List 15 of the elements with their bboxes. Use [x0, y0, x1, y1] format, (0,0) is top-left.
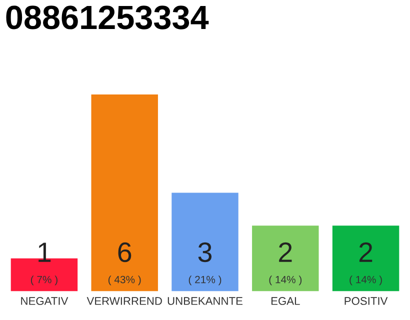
- data-label: 2 ( 14% ): [350, 242, 382, 286]
- data-label: 2 ( 14% ): [269, 242, 302, 286]
- x-tick-label: UNBEKANNTE: [168, 297, 242, 305]
- bar: [91, 94, 158, 292]
- bar: [172, 192, 238, 292]
- chart-title: 08861253334: [6, 6, 209, 30]
- x-tick-label: NEGATIV: [21, 297, 68, 305]
- x-tick-label: VERWIRREND: [86, 297, 162, 305]
- x-tick-label: EGAL: [271, 297, 300, 305]
- data-label: 6 ( 43% ): [108, 242, 141, 286]
- x-tick-label: POSITIV: [344, 297, 388, 305]
- data-label: 1 ( 7% ): [30, 242, 58, 286]
- bar: [332, 226, 400, 292]
- data-label: 3 ( 21% ): [188, 242, 222, 286]
- bar: [252, 226, 319, 292]
